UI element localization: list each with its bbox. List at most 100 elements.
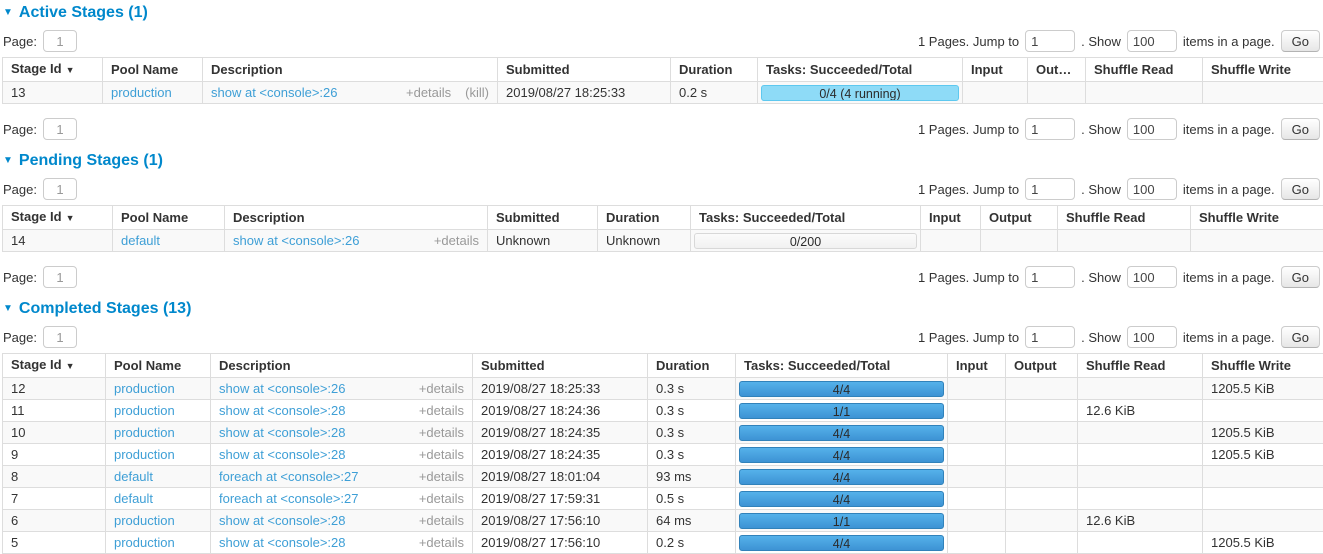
sort-descending-icon: ▼ <box>66 65 75 75</box>
pages-jump-label: 1 Pages. Jump to <box>918 330 1019 345</box>
go-button[interactable]: Go <box>1281 118 1320 140</box>
pool-name-link[interactable]: production <box>114 403 175 418</box>
description-link[interactable]: show at <console>:28 <box>219 513 419 528</box>
pool-name-link[interactable]: default <box>114 469 153 484</box>
description-link[interactable]: show at <console>:28 <box>219 447 419 462</box>
jump-to-input[interactable] <box>1025 326 1075 348</box>
show-items-input[interactable] <box>1127 178 1177 200</box>
pool-name-cell: production <box>106 400 211 422</box>
column-header-submitted[interactable]: Submitted <box>488 206 598 230</box>
description-link[interactable]: show at <console>:26 <box>233 233 434 248</box>
section-header-pending-stages[interactable]: ▼ Pending Stages (1) <box>3 152 1322 170</box>
pool-name-link[interactable]: production <box>114 535 175 550</box>
details-toggle[interactable]: +details <box>419 447 464 462</box>
details-toggle[interactable]: +details <box>419 425 464 440</box>
column-header-duration[interactable]: Duration <box>648 354 736 378</box>
duration-cell: 0.3 s <box>648 444 736 466</box>
column-header-shuffle-write[interactable]: Shuffle Write <box>1203 354 1323 378</box>
show-label: . Show <box>1081 330 1121 345</box>
description-link[interactable]: foreach at <console>:27 <box>219 491 419 506</box>
column-header-output[interactable]: Output <box>1006 354 1078 378</box>
pool-name-link[interactable]: default <box>121 233 160 248</box>
column-header-duration[interactable]: Duration <box>598 206 691 230</box>
pool-name-link[interactable]: default <box>114 491 153 506</box>
details-toggle[interactable]: +details <box>419 491 464 506</box>
column-header-output[interactable]: Output <box>1028 58 1086 82</box>
column-header-pool-name[interactable]: Pool Name <box>106 354 211 378</box>
details-toggle[interactable]: +details <box>406 85 451 100</box>
column-header-shuffle-write[interactable]: Shuffle Write <box>1203 58 1323 82</box>
section-header-completed-stages[interactable]: ▼ Completed Stages (13) <box>3 300 1322 318</box>
description-cell: foreach at <console>:27+details <box>211 466 473 488</box>
stage-id-cell: 12 <box>3 378 106 400</box>
description-link[interactable]: foreach at <console>:27 <box>219 469 419 484</box>
show-items-input[interactable] <box>1127 326 1177 348</box>
column-header-input[interactable]: Input <box>921 206 981 230</box>
column-header-stage-id[interactable]: Stage Id▼ <box>3 206 113 230</box>
column-header-stage-id[interactable]: Stage Id▼ <box>3 354 106 378</box>
column-header-pool-name[interactable]: Pool Name <box>103 58 203 82</box>
column-header-description[interactable]: Description <box>203 58 498 82</box>
show-items-input[interactable] <box>1127 30 1177 52</box>
show-items-input[interactable] <box>1127 266 1177 288</box>
column-header-description[interactable]: Description <box>211 354 473 378</box>
collapse-arrow-icon[interactable]: ▼ <box>3 304 13 314</box>
column-header-tasks-succeeded-total[interactable]: Tasks: Succeeded/Total <box>736 354 948 378</box>
details-toggle[interactable]: +details <box>419 513 464 528</box>
column-header-duration[interactable]: Duration <box>671 58 758 82</box>
kill-link[interactable]: (kill) <box>465 85 489 100</box>
duration-cell: 0.2 s <box>671 82 758 104</box>
jump-to-input[interactable] <box>1025 30 1075 52</box>
pool-name-link[interactable]: production <box>114 425 175 440</box>
go-button[interactable]: Go <box>1281 326 1320 348</box>
jump-to-input[interactable] <box>1025 266 1075 288</box>
details-toggle[interactable]: +details <box>419 381 464 396</box>
jump-to-input[interactable] <box>1025 178 1075 200</box>
pool-name-link[interactable]: production <box>111 85 172 100</box>
column-header-output[interactable]: Output <box>981 206 1058 230</box>
column-header-stage-id[interactable]: Stage Id▼ <box>3 58 103 82</box>
column-header-tasks-succeeded-total[interactable]: Tasks: Succeeded/Total <box>758 58 963 82</box>
column-header-tasks-succeeded-total[interactable]: Tasks: Succeeded/Total <box>691 206 921 230</box>
column-header-input[interactable]: Input <box>948 354 1006 378</box>
details-toggle[interactable]: +details <box>419 535 464 550</box>
column-header-pool-name[interactable]: Pool Name <box>113 206 225 230</box>
pool-name-link[interactable]: production <box>114 447 175 462</box>
details-toggle[interactable]: +details <box>419 403 464 418</box>
show-items-input[interactable] <box>1127 118 1177 140</box>
details-toggle[interactable]: +details <box>434 233 479 248</box>
description-link[interactable]: show at <console>:26 <box>211 85 406 100</box>
page-input[interactable] <box>43 266 77 288</box>
column-header-submitted[interactable]: Submitted <box>498 58 671 82</box>
section-header-active-stages[interactable]: ▼ Active Stages (1) <box>3 4 1322 22</box>
description-link[interactable]: show at <console>:26 <box>219 381 419 396</box>
column-header-shuffle-read[interactable]: Shuffle Read <box>1086 58 1203 82</box>
go-button[interactable]: Go <box>1281 266 1320 288</box>
go-button[interactable]: Go <box>1281 30 1320 52</box>
description-link[interactable]: show at <console>:28 <box>219 403 419 418</box>
description-link[interactable]: show at <console>:28 <box>219 425 419 440</box>
column-header-input[interactable]: Input <box>963 58 1028 82</box>
pool-name-link[interactable]: production <box>114 513 175 528</box>
column-header-shuffle-read[interactable]: Shuffle Read <box>1078 354 1203 378</box>
collapse-arrow-icon[interactable]: ▼ <box>3 8 13 18</box>
details-toggle[interactable]: +details <box>419 469 464 484</box>
column-header-submitted[interactable]: Submitted <box>473 354 648 378</box>
collapse-arrow-icon[interactable]: ▼ <box>3 156 13 166</box>
column-header-shuffle-write[interactable]: Shuffle Write <box>1191 206 1323 230</box>
stage-id-cell: 7 <box>3 488 106 510</box>
pool-name-link[interactable]: production <box>114 381 175 396</box>
description-link[interactable]: show at <console>:28 <box>219 535 419 550</box>
column-header-shuffle-read[interactable]: Shuffle Read <box>1058 206 1191 230</box>
page-input[interactable] <box>43 326 77 348</box>
pool-name-cell: default <box>113 230 225 252</box>
page-input[interactable] <box>43 118 77 140</box>
column-header-description[interactable]: Description <box>225 206 488 230</box>
go-button[interactable]: Go <box>1281 178 1320 200</box>
jump-to-input[interactable] <box>1025 118 1075 140</box>
page-input[interactable] <box>43 30 77 52</box>
page-input[interactable] <box>43 178 77 200</box>
